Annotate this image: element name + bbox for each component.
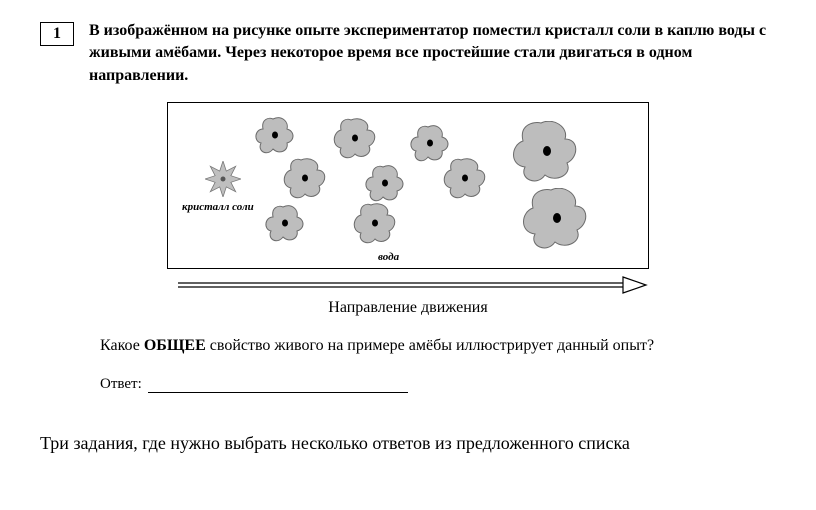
amoeba-icon (353, 203, 397, 247)
diagram-area: кристалл соли вода Направление движения (40, 102, 776, 317)
amoeba-icon (333, 118, 377, 162)
prompt-prefix: Какое (100, 337, 144, 354)
amoeba-icon (363, 163, 405, 205)
prompt-suffix: свойство живого на примере амёбы иллюстр… (206, 337, 654, 354)
answer-row: Ответ: (100, 376, 776, 393)
amoeba-icon (523, 188, 587, 252)
answer-input-line[interactable] (148, 376, 408, 393)
water-label: вода (378, 251, 399, 263)
amoeba-icon (513, 121, 577, 185)
question-number: 1 (40, 22, 74, 46)
direction-caption: Направление движения (328, 299, 487, 317)
answer-label: Ответ: (100, 376, 142, 393)
diagram-box: кристалл соли вода (167, 102, 649, 269)
question-header: 1 В изображённом на рисунке опыте экспер… (40, 20, 776, 87)
amoeba-icon (263, 203, 305, 245)
footer-note: Три задания, где нужно выбрать несколько… (40, 433, 776, 454)
salt-crystal-icon (205, 161, 241, 197)
amoeba-icon (283, 158, 327, 202)
question-paragraph: В изображённом на рисунке опыте эксперим… (89, 20, 776, 87)
direction-arrow (168, 269, 648, 297)
amoeba-icon (443, 158, 487, 202)
amoeba-icon (253, 115, 295, 157)
crystal-label: кристалл соли (182, 201, 254, 213)
prompt-text: Какое ОБЩЕЕ свойство живого на примере а… (100, 335, 776, 357)
prompt-emphasis: ОБЩЕЕ (144, 337, 206, 354)
